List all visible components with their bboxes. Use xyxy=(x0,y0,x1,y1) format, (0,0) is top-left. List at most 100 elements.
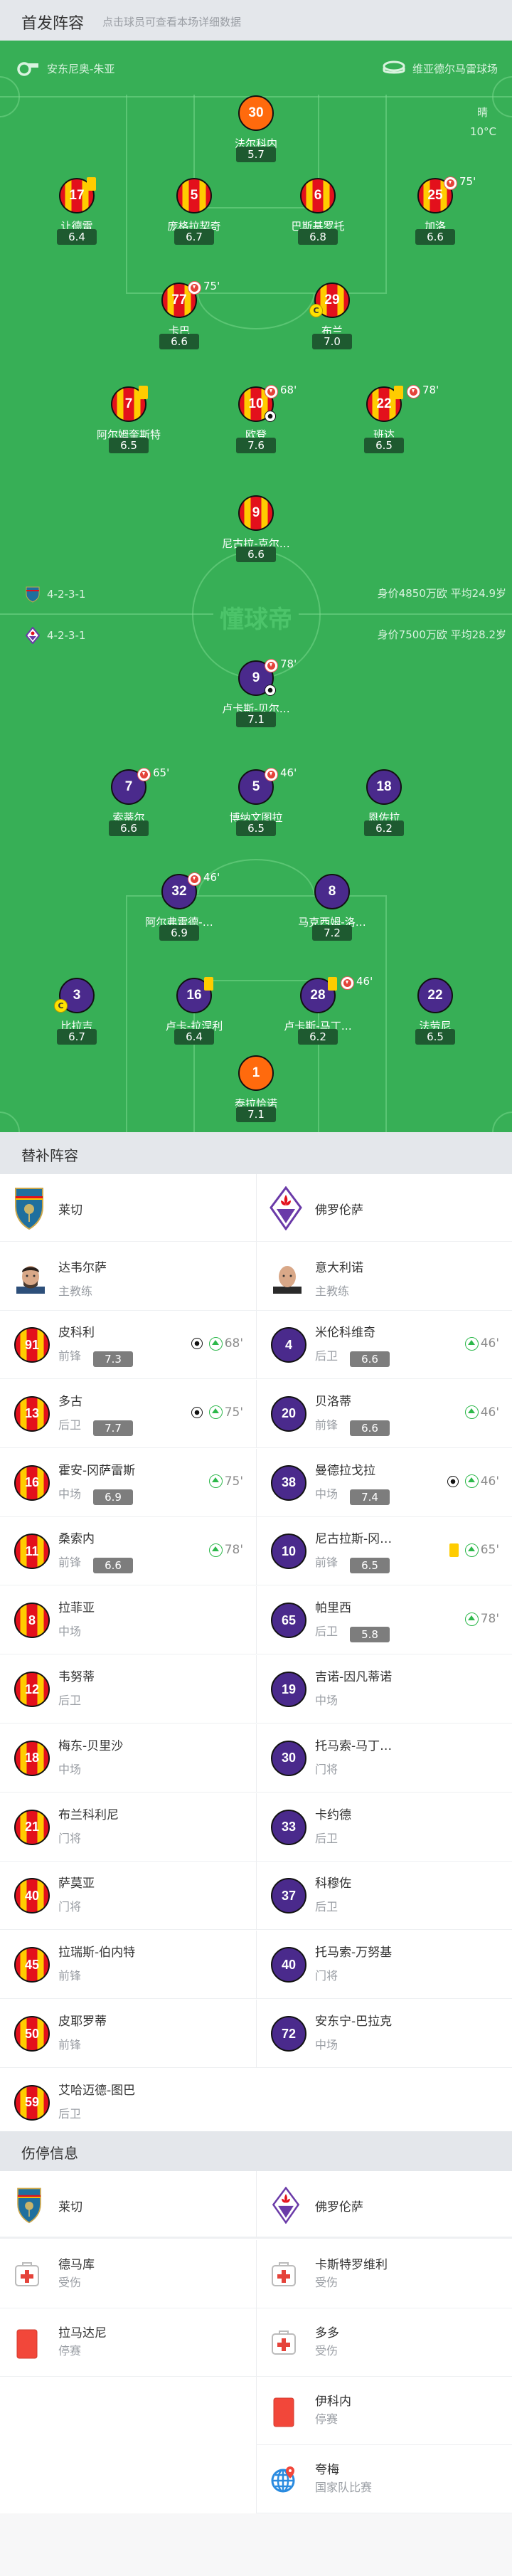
player-name: 梅东-贝里沙 xyxy=(58,1738,124,1753)
away-coach[interactable]: 意大利诺 主教练 xyxy=(256,1242,512,1311)
substitute-row[interactable]: 16 霍安-冈萨雷斯 中场 6.9 75' xyxy=(0,1449,256,1517)
team-name: 佛罗伦萨 xyxy=(315,1203,363,1218)
lecce-crest-icon xyxy=(17,2187,41,2224)
player-name: 卡约德 xyxy=(315,1807,351,1822)
absence-row[interactable]: 德马库 受伤 xyxy=(0,2240,256,2308)
player-position: 前锋 xyxy=(315,1418,338,1432)
player-name: 科穆佐 xyxy=(315,1876,351,1891)
player-name: 多多 xyxy=(315,2326,339,2340)
jersey-number: 91 xyxy=(14,1327,50,1363)
jersey-number: 11 xyxy=(14,1534,50,1570)
coach-name: 达韦尔萨 xyxy=(58,1261,107,1275)
stadium-name: 维亚德尔马雷球场 xyxy=(412,62,498,75)
events: 75' xyxy=(191,1405,243,1420)
home-coach[interactable]: 达韦尔萨 主教练 xyxy=(0,1242,256,1311)
substitute-row[interactable]: 33 卡约德 后卫 xyxy=(256,1793,512,1862)
player-name: 曼德拉戈拉 xyxy=(315,1463,375,1478)
temperature: 10°C xyxy=(469,125,496,138)
sub-out-minute: 46' xyxy=(280,766,297,779)
absence-row[interactable]: 卡斯特罗维利 受伤 xyxy=(256,2240,512,2308)
absence-row[interactable]: 伊科内 停赛 xyxy=(256,2377,512,2445)
home-team-header: 莱切 xyxy=(0,1174,256,1242)
substitute-row[interactable]: 50 皮耶罗蒂 前锋 xyxy=(0,2000,256,2068)
player-rating: 6.4 xyxy=(57,229,97,245)
player-rating: 6.5 xyxy=(364,438,404,453)
lecce-crest-icon xyxy=(26,586,40,603)
substitute-row[interactable]: 40 托马索-万努基 门将 xyxy=(256,1931,512,2000)
player-position: 后卫 xyxy=(58,1418,82,1432)
absence-row[interactable]: 夸梅 国家队比赛 xyxy=(256,2445,512,2513)
substitute-row[interactable]: 45 拉瑞斯-伯内特 前锋 xyxy=(0,1931,256,2000)
substitute-row[interactable]: 20 贝洛蒂 前锋 6.6 46' xyxy=(256,1379,512,1448)
goal-ball-icon xyxy=(191,1338,203,1349)
player-rating: 7.7 xyxy=(93,1420,133,1436)
substitute-row[interactable]: 91 皮科利 前锋 7.3 68' xyxy=(0,1311,256,1379)
yellow-card-icon xyxy=(87,177,96,191)
jersey-number: 22 xyxy=(417,978,453,1013)
player-name: 尼古拉斯-冈… xyxy=(315,1532,393,1547)
substitute-row[interactable]: 13 多古 后卫 7.7 75' xyxy=(0,1380,256,1448)
player-name: 布兰科利尼 xyxy=(58,1807,119,1822)
player-position: 门将 xyxy=(58,1900,82,1914)
player-position: 门将 xyxy=(315,1762,338,1776)
jersey-number: 17 xyxy=(59,178,95,213)
substitute-row[interactable]: 38 曼德拉戈拉 中场 7.4 46' xyxy=(256,1448,512,1517)
sub-in-minute: 65' xyxy=(480,1543,499,1558)
sub-out-icon xyxy=(265,385,278,398)
substitute-row[interactable]: 59 艾哈迈德-图巴 后卫 xyxy=(0,2069,256,2137)
player-rating: 7.4 xyxy=(350,1489,390,1505)
substitute-row[interactable]: 65 帕里西 后卫 5.8 78' xyxy=(256,1586,512,1655)
jersey-number: 38 xyxy=(271,1464,306,1501)
player-rating: 6.6 xyxy=(236,547,276,562)
player-rating: 7.3 xyxy=(93,1351,133,1367)
substitute-row[interactable]: 11 桑索内 前锋 6.6 78' xyxy=(0,1517,256,1586)
sub-out-minute: 65' xyxy=(153,766,170,779)
substitute-row[interactable]: 18 梅东-贝里沙 中场 xyxy=(0,1724,256,1793)
player-name: 帕里西 xyxy=(315,1601,351,1616)
absence-row[interactable]: 多多 受伤 xyxy=(256,2308,512,2377)
away-formation-text: 4-2-3-1 xyxy=(47,629,86,642)
substitute-row[interactable]: 72 安东宁-巴拉克 中场 xyxy=(256,2000,512,2068)
substitute-row[interactable]: 37 科穆佐 后卫 xyxy=(256,1862,512,1931)
player-rating: 6.6 xyxy=(109,820,149,836)
sub-in-icon xyxy=(208,1474,223,1489)
player-position: 中场 xyxy=(58,1487,82,1501)
substitute-row[interactable]: 10 尼古拉斯-冈… 前锋 6.5 65' xyxy=(256,1517,512,1586)
player-position: 后卫 xyxy=(315,1900,338,1914)
sub-out-icon xyxy=(265,659,278,672)
fiorentina-crest-icon xyxy=(26,627,40,644)
medical-kit-icon xyxy=(271,2260,297,2291)
jersey-number: 30 xyxy=(238,95,274,131)
player-name: 吉诺-因凡蒂诺 xyxy=(315,1670,393,1684)
absence-reason: 停赛 xyxy=(315,2412,338,2426)
substitute-row[interactable]: 40 萨莫亚 门将 xyxy=(0,1862,256,1931)
events: 78' xyxy=(208,1543,243,1557)
sub-in-icon xyxy=(208,1405,223,1420)
stadium: 维亚德尔马雷球场 xyxy=(383,60,498,76)
sub-out-minute: 78' xyxy=(422,384,439,396)
player-name: 拉菲亚 xyxy=(58,1601,95,1616)
substitute-row[interactable]: 19 吉诺-因凡蒂诺 中场 xyxy=(256,1655,512,1724)
away-team-header: 佛罗伦萨 xyxy=(256,1174,512,1242)
empty-cell xyxy=(0,2377,256,2513)
referee-name: 安东尼奥-朱亚 xyxy=(47,62,115,75)
jersey-number: 40 xyxy=(271,1947,306,1983)
player-position: 后卫 xyxy=(315,1349,338,1363)
substitute-row[interactable]: 30 托马索-马丁… 门将 xyxy=(256,1724,512,1793)
substitute-row[interactable]: 21 布兰科利尼 门将 xyxy=(0,1793,256,1862)
player-rating: 6.2 xyxy=(364,820,404,836)
away-team-header: 佛罗伦萨 xyxy=(256,2171,512,2239)
yellow-card-icon xyxy=(139,386,148,399)
jersey-number: 10 xyxy=(271,1534,306,1570)
captain-badge: C xyxy=(54,999,68,1013)
substitute-row[interactable]: 4 米伦科维奇 后卫 6.6 46' xyxy=(256,1311,512,1379)
substitute-row[interactable]: 8 拉菲亚 中场 xyxy=(0,1586,256,1655)
goal-ball-icon xyxy=(191,1406,203,1418)
player-name: 米伦科维奇 xyxy=(315,1326,375,1340)
home-value: 身价4850万欧 平均24.9岁 xyxy=(377,587,506,600)
whistle-icon xyxy=(17,62,38,76)
absence-row[interactable]: 拉马达尼 停赛 xyxy=(0,2308,256,2377)
home-formation-text: 4-2-3-1 xyxy=(47,588,86,601)
substitute-row[interactable]: 12 韦努蒂 后卫 xyxy=(0,1655,256,1724)
sub-out-minute: 46' xyxy=(203,871,220,884)
